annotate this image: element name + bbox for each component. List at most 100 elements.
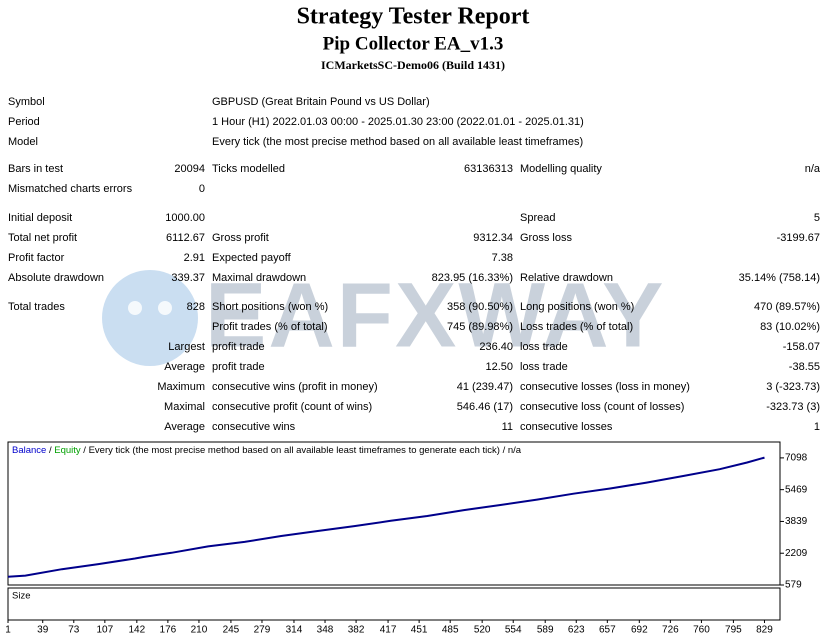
x-tick-label: 142	[128, 625, 145, 636]
stat-label: consecutive profit (count of wins)	[212, 401, 372, 413]
report-build: ICMarketsSC-Demo06 (Build 1431)	[321, 58, 505, 72]
stat-label: consecutive loss (count of losses)	[520, 401, 684, 413]
x-tick-label: 554	[505, 625, 522, 636]
stat-value: 3 (-323.73)	[766, 381, 820, 393]
stat-label: Maximal	[164, 401, 205, 413]
x-tick-label: 623	[568, 625, 585, 636]
stat-value: 546.46 (17)	[457, 401, 513, 413]
stat-value: 7.38	[492, 252, 513, 264]
x-tick-label: 382	[348, 625, 365, 636]
x-tick-label: 451	[411, 625, 428, 636]
info-value: 1 Hour (H1) 2022.01.03 00:00 - 2025.01.3…	[212, 116, 584, 128]
stat-label: Profit factor	[8, 252, 65, 264]
y-tick-label: 2209	[785, 548, 808, 559]
legend-entry: Every tick (the most precise method base…	[89, 445, 500, 456]
y-tick-label: 3839	[785, 516, 808, 527]
stat-value: -158.07	[783, 341, 820, 353]
watermark-icon-eye	[128, 301, 142, 315]
stat-label: consecutive wins	[212, 421, 296, 433]
x-tick-label: 107	[96, 625, 113, 636]
stat-label: Largest	[168, 341, 205, 353]
x-tick-label: 760	[693, 625, 710, 636]
watermark-icon	[102, 270, 198, 366]
stat-label: Total trades	[8, 301, 65, 313]
info-value: GBPUSD (Great Britain Pound vs US Dollar…	[212, 96, 430, 108]
stat-label: Average	[164, 421, 205, 433]
x-tick-label: 795	[725, 625, 742, 636]
stat-label: Long positions (won %)	[520, 301, 634, 313]
report-title: Strategy Tester Report	[297, 4, 530, 30]
stat-label: profit trade	[212, 341, 265, 353]
stat-value: 1	[814, 421, 820, 433]
stat-label: consecutive wins (profit in money)	[212, 381, 378, 393]
stat-label: Gross loss	[520, 232, 572, 244]
legend-separator: /	[46, 445, 54, 456]
x-tick-label: 210	[191, 625, 208, 636]
stat-label: consecutive losses (loss in money)	[520, 381, 690, 393]
legend-entry: n/a	[508, 445, 522, 456]
x-tick-label: 348	[317, 625, 334, 636]
y-tick-label: 5469	[785, 484, 808, 495]
stat-value: 2.91	[184, 252, 205, 264]
stat-value: 470 (89.57%)	[754, 301, 820, 313]
stat-value: n/a	[805, 163, 821, 175]
stat-value: 63136313	[464, 163, 513, 175]
stat-value: 358 (90.50%)	[447, 301, 513, 313]
stat-value: 11	[502, 421, 513, 433]
stat-label: Maximum	[157, 381, 205, 393]
x-tick-label: 39	[37, 625, 49, 636]
x-tick-label: 279	[254, 625, 271, 636]
stat-value: 828	[187, 301, 205, 313]
stat-value: 1000.00	[165, 212, 205, 224]
stat-label: Mismatched charts errors	[8, 183, 133, 195]
stat-label: Average	[164, 361, 205, 373]
x-tick-label: 417	[380, 625, 397, 636]
stat-value: 339.37	[171, 272, 205, 284]
stat-label: loss trade	[520, 361, 568, 373]
x-tick-label: 829	[756, 625, 773, 636]
stat-value: -38.55	[789, 361, 820, 373]
stat-value: 9312.34	[473, 232, 513, 244]
x-tick-label: 520	[474, 625, 491, 636]
stat-value: -323.73 (3)	[766, 401, 820, 413]
report-subtitle: Pip Collector EA_v1.3	[323, 33, 504, 54]
stat-value: 12.50	[485, 361, 513, 373]
legend-separator: /	[500, 445, 508, 456]
stat-value: 83 (10.02%)	[760, 321, 820, 333]
x-tick-label: 726	[662, 625, 679, 636]
stat-label: Total net profit	[8, 232, 77, 244]
stat-value: -3199.67	[777, 232, 820, 244]
stat-label: Short positions (won %)	[212, 301, 328, 313]
stat-value: 20094	[174, 163, 205, 175]
size-frame	[7, 587, 781, 621]
stat-value: 6112.67	[166, 232, 205, 244]
stat-value: 745 (89.98%)	[447, 321, 513, 333]
stat-value: 0	[199, 183, 205, 195]
info-value: Every tick (the most precise method base…	[212, 136, 583, 148]
watermark-icon-eye	[158, 301, 172, 315]
stat-value: 823.95 (16.33%)	[432, 272, 513, 284]
stat-label: Maximal drawdown	[212, 272, 306, 284]
stat-label: Loss trades (% of total)	[520, 321, 633, 333]
x-tick-label: 692	[631, 625, 648, 636]
info-label: Model	[8, 136, 38, 148]
x-tick-label: 314	[286, 625, 303, 636]
stat-label: loss trade	[520, 341, 568, 353]
info-label: Symbol	[8, 96, 45, 108]
x-tick-label: 657	[599, 625, 616, 636]
legend-entry: Balance	[12, 445, 46, 456]
chart-frame	[7, 441, 781, 586]
stat-label: Bars in test	[8, 163, 63, 175]
stat-label: Relative drawdown	[520, 272, 613, 284]
x-tick-label: 73	[68, 625, 80, 636]
stat-label: Initial deposit	[8, 212, 72, 224]
stat-label: Absolute drawdown	[8, 272, 104, 284]
y-tick-label: 7098	[785, 453, 808, 464]
stat-label: Gross profit	[212, 232, 269, 244]
size-label: Size	[12, 591, 30, 602]
y-tick-label: 579	[785, 580, 802, 591]
stat-label: Modelling quality	[520, 163, 602, 175]
x-tick-label: 485	[442, 625, 459, 636]
stat-label: Expected payoff	[212, 252, 292, 264]
